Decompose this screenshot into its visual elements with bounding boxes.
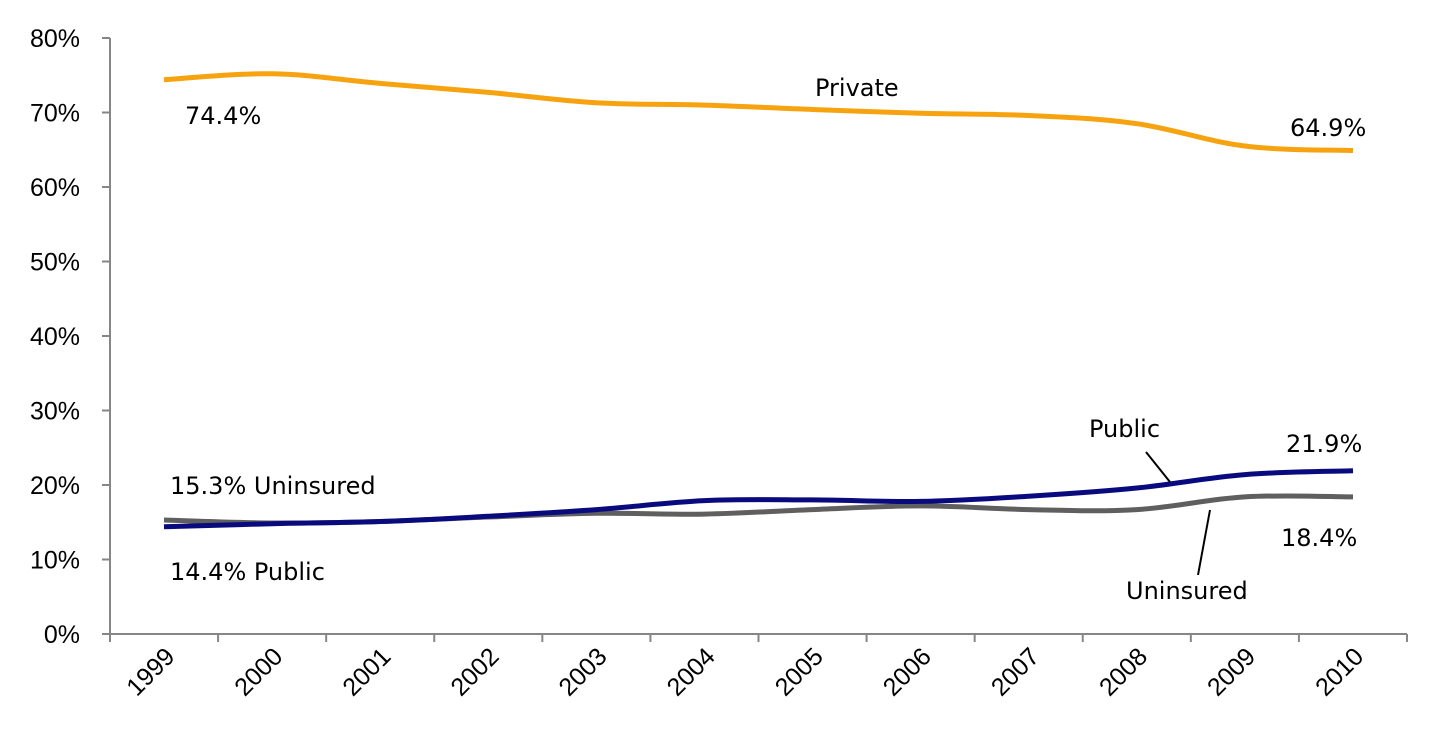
series-line-private [163, 71, 1354, 153]
uninsured-callout-line [1197, 509, 1211, 576]
x-tick-label: 2005 [770, 642, 829, 701]
x-tick-label: 2002 [445, 642, 504, 701]
private-start-label: 74.4% [185, 102, 261, 130]
x-tick-label: 2001 [337, 642, 396, 701]
y-tick-label: 80% [30, 25, 80, 53]
x-tick-label: 2008 [1094, 642, 1153, 701]
y-tick-label: 60% [30, 174, 80, 202]
uninsured-series-label: Uninsured [1126, 577, 1248, 605]
x-tick-label: 2000 [229, 642, 288, 701]
y-tick-label: 50% [30, 249, 80, 277]
public-callout-line [1145, 451, 1171, 483]
uninsured-end-label: 18.4% [1281, 524, 1357, 552]
y-tick-label: 0% [44, 621, 80, 649]
y-tick-label: 20% [30, 472, 80, 500]
uninsured-start-label: 15.3% Uninsured [170, 472, 376, 500]
y-tick-label: 10% [30, 547, 80, 575]
public-end-label: 21.9% [1286, 430, 1362, 458]
x-tick-label: 2007 [986, 642, 1045, 701]
x-tick-label: 2004 [662, 642, 721, 701]
x-tick-label: 1999 [121, 642, 180, 701]
x-tick-label: 2003 [553, 642, 612, 701]
public-start-label: 14.4% Public [170, 558, 325, 586]
x-tick-label: 2009 [1202, 642, 1261, 701]
private-series-label: Private [815, 74, 899, 102]
x-tick-label: 2006 [878, 642, 937, 701]
x-tick-label: 2010 [1310, 642, 1369, 701]
y-tick-label: 30% [30, 398, 80, 426]
private-end-label: 64.9% [1290, 114, 1366, 142]
y-tick-label: 70% [30, 100, 80, 128]
public-series-label: Public [1089, 415, 1160, 443]
y-tick-label: 40% [30, 323, 80, 351]
callout-lines [1145, 451, 1211, 576]
series-line-public [163, 468, 1354, 530]
